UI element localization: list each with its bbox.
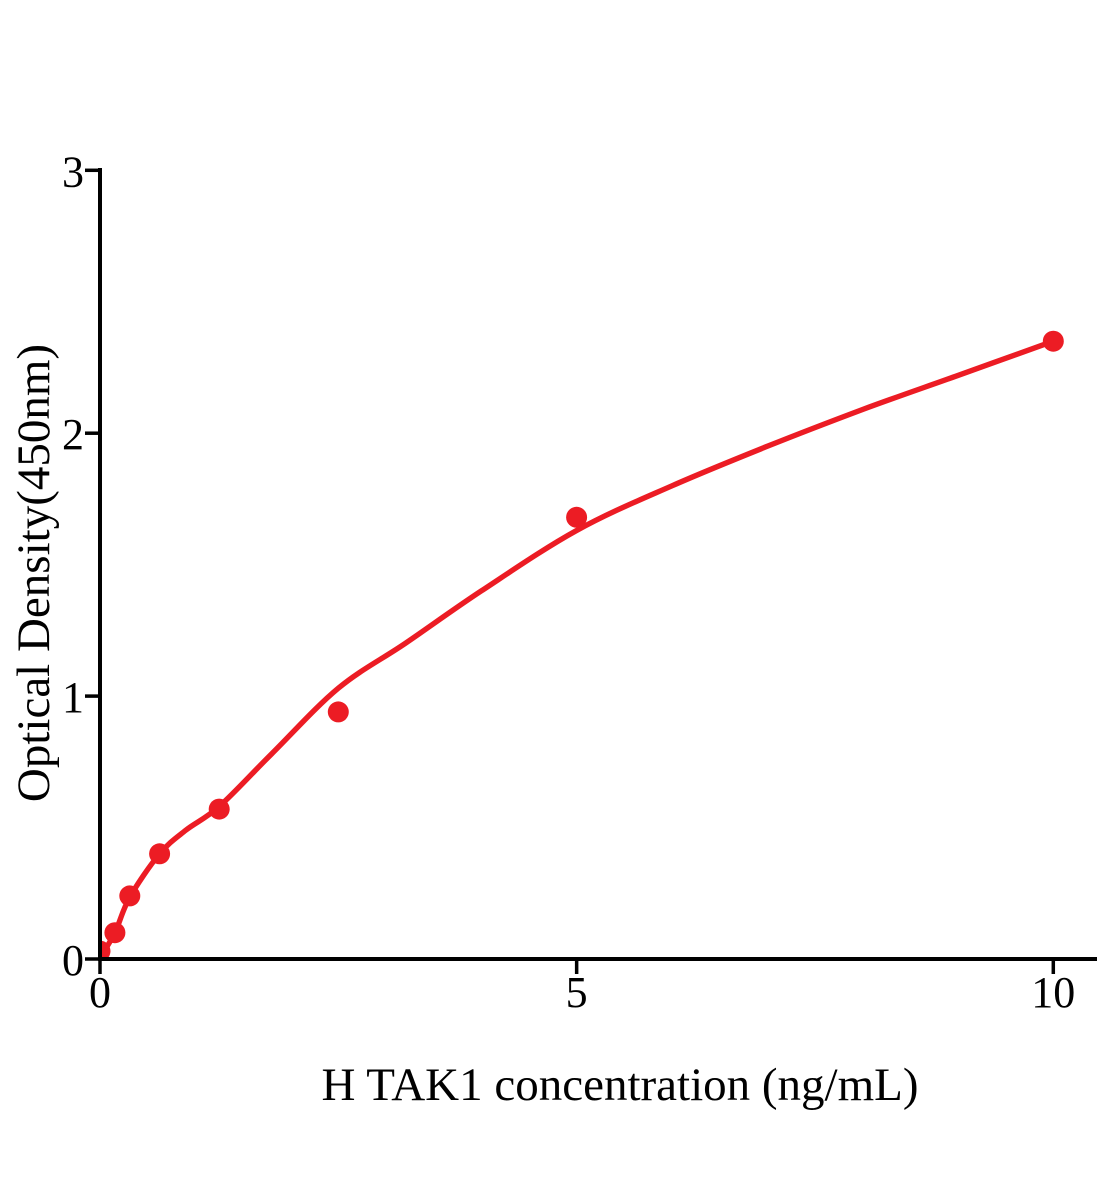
series-group bbox=[100, 330, 1064, 959]
data-point bbox=[100, 940, 111, 959]
x-tick-label: 5 bbox=[566, 968, 588, 1017]
data-point bbox=[566, 506, 588, 528]
y-tick-label: 2 bbox=[62, 410, 84, 459]
data-point bbox=[327, 701, 349, 723]
data-point bbox=[208, 798, 230, 820]
data-point bbox=[119, 885, 141, 907]
y-tick-label: 0 bbox=[62, 936, 84, 985]
fit-curve bbox=[100, 338, 1056, 959]
data-point bbox=[104, 922, 126, 944]
y-axis-title: Optical Density(450nm) bbox=[8, 343, 60, 803]
x-tick-label: 10 bbox=[1031, 968, 1075, 1017]
x-axis-title: H TAK1 concentration (ng/mL) bbox=[321, 1059, 919, 1111]
data-point bbox=[149, 843, 171, 865]
y-tick-label: 3 bbox=[62, 147, 84, 196]
x-tick-label: 0 bbox=[89, 968, 111, 1017]
data-point bbox=[1042, 330, 1064, 352]
y-tick-label: 1 bbox=[62, 673, 84, 722]
